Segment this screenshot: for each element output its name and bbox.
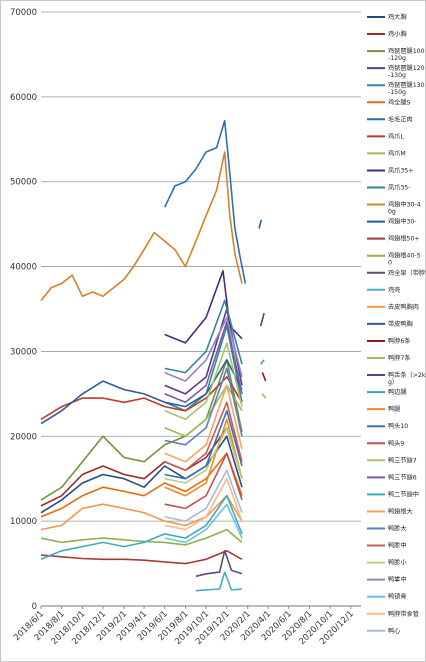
series-line [195,549,243,578]
legend-label: 鸭头10 [388,422,408,430]
series-line [164,426,243,484]
series-line [261,393,267,399]
legend-label: 鸭头9 [388,439,404,447]
legend-label: 鸭胗小 [388,559,407,567]
legend-label: 鸭脖7条 [388,354,411,362]
legend-label: 鸡大胸 [388,13,407,21]
y-tick-label: 70000 [10,8,37,18]
series-line [164,469,243,522]
legend-label: 鸭锁骨 [388,593,407,601]
legend-label: 鸡琵琶腿130 -150g [388,81,425,96]
series-line [261,372,267,382]
legend-label: 鸭腿 [388,405,400,413]
legend-label: 鸡全架（带脖） [388,269,425,277]
series-line [40,494,243,531]
series-line [164,477,243,531]
legend-label: 凤爪35- [388,185,410,192]
series-line [163,119,247,284]
legend-label: 鸭边腿 [388,388,407,396]
legend-label: 鸭三节翅7 [388,456,417,464]
legend-label: 毛毛正肉 [388,115,413,123]
series-line [260,359,265,365]
series-line [40,528,243,546]
legend-label: 鸭胗大 [388,525,407,533]
legend-label: 鸭三节翅6 [388,473,417,481]
series-line [40,151,243,302]
legend-label: 鸡翅根40-5 0 [388,252,421,267]
series-line [164,384,243,463]
legend-label: 鸡全腿S [388,98,411,106]
legend-label: 凤爪35+ [388,167,413,174]
series-line [164,299,243,374]
legend-label: 鸭翅根大 [388,507,413,515]
legend-label: 鸭脖6条 [388,337,411,345]
series-line [164,342,243,421]
legend-label: 鸭二节翅中 [388,490,419,498]
y-tick-label: 60000 [10,93,37,103]
series-line [164,503,243,544]
y-tick-label: 40000 [10,263,37,273]
series-line [164,409,243,480]
legend-label: 带皮鸭胸 [388,320,413,328]
legend-label: 鸭脖带食管 [388,610,419,618]
legend-label: 鸡壳 [388,286,400,294]
series-line [40,494,243,561]
legend-label: 鸡翅根50+ [388,235,420,243]
legend-label: 鸡爪M [388,149,406,157]
series-line [164,452,243,510]
legend-label: 鸡小胸 [388,30,407,38]
series-line [40,452,243,518]
legend-label: 鸡翅中30- [388,218,417,226]
legend-label: 鸭心 [388,627,400,635]
series-line [259,312,265,327]
legend-label: 鸡琵琶腿100 -120g [388,47,425,62]
series-line [195,571,243,592]
legend-label: 鸡爪L [388,132,404,140]
series-line [164,418,243,497]
series-line [164,401,243,472]
series-line [40,549,243,565]
series-line [40,359,243,501]
series-line [258,219,263,229]
legend-label: 鸡翅中30-4 0g [388,201,421,216]
series-line [164,316,243,382]
y-tick-label: 50000 [10,178,37,188]
legend-label: 去皮鸭胸肉 [388,303,419,311]
series-line [164,384,243,438]
legend-label: 鸭掌中 [388,576,407,584]
legend-label: 鸭胗中 [388,542,407,550]
series-line [40,376,243,420]
legend-label: 鸭舌条（>2k g） [388,371,425,386]
series-line [164,367,243,446]
y-tick-label: 30000 [10,347,37,357]
legend-label: 鸡琵琶腿120 -130g [388,64,425,79]
y-tick-label: 20000 [10,432,37,442]
y-tick-label: 0 [32,602,37,612]
series-line [164,320,243,404]
y-tick-label: 10000 [10,517,37,527]
